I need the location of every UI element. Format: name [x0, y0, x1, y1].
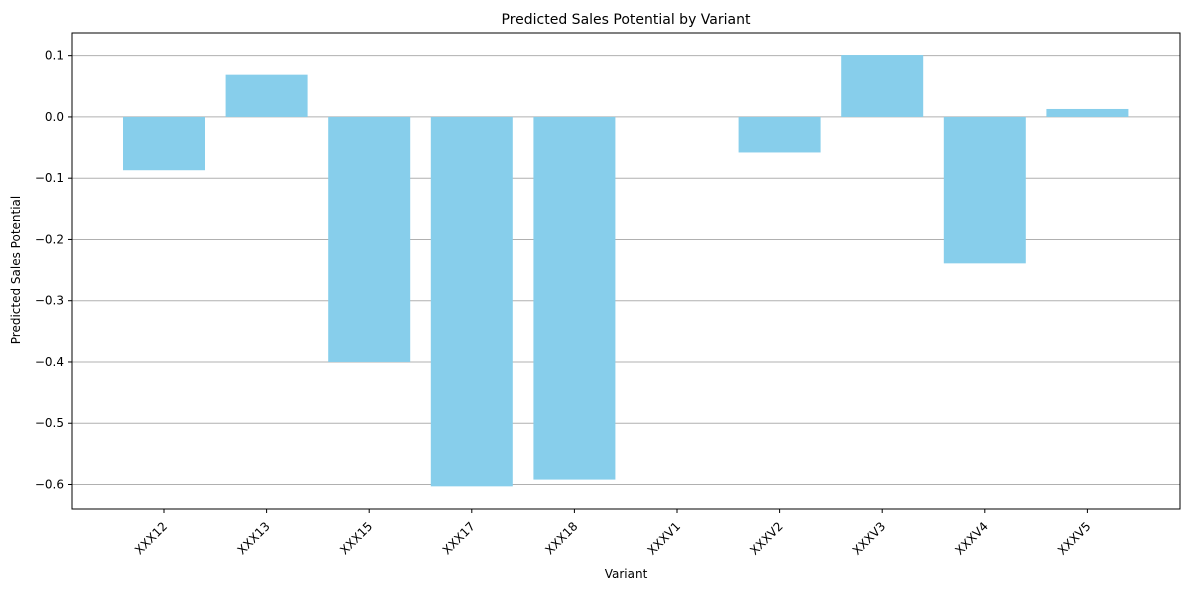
x-tick-label: XXX12	[132, 519, 170, 557]
plot-frame	[71, 32, 1181, 510]
x-axis-label: Variant	[605, 567, 648, 581]
bar-xxxv5	[1046, 108, 1129, 117]
bars	[123, 55, 1129, 487]
y-tick-label: −0.5	[35, 416, 64, 430]
bar-xxxv2	[738, 116, 821, 153]
bar-xxx17	[430, 116, 513, 487]
y-tick-label: −0.3	[35, 294, 64, 308]
chart-title: Predicted Sales Potential by Variant	[502, 12, 751, 28]
bar-xxx18	[533, 116, 616, 480]
x-tick-label: XXXV2	[747, 519, 786, 558]
x-tick-label: XXX15	[337, 519, 375, 557]
x-tick-label: XXXV4	[952, 519, 991, 558]
y-tick-label: −0.6	[35, 477, 64, 491]
x-axis-ticks: XXX12 XXX13 XXX15 XXX17 XXX18 XXXV1 XXXV2 XXXV3…	[132, 509, 1094, 558]
bar-xxx13	[225, 74, 308, 117]
x-tick-label: XXXV1	[645, 519, 684, 558]
x-tick-label: XXXV5	[1055, 519, 1094, 558]
y-tick-label: −0.1	[35, 171, 64, 185]
y-axis-label: Predicted Sales Potential	[9, 196, 23, 344]
bar-xxx15	[328, 116, 411, 362]
bar-xxx12	[123, 116, 205, 171]
y-tick-label: −0.2	[35, 232, 64, 246]
bar-xxxv4	[943, 116, 1026, 264]
x-tick-label: XXX18	[542, 519, 580, 557]
y-tick-label: 0.0	[45, 110, 64, 124]
y-tick-label: −0.4	[35, 355, 64, 369]
bar-xxxv3	[841, 55, 924, 117]
x-tick-label: XXXV3	[850, 519, 889, 558]
y-tick-label: 0.1	[45, 49, 64, 63]
y-axis-ticks: −0.6 −0.5 −0.4 −0.3 −0.2 −0.1 0.0 0.1	[35, 49, 72, 491]
x-tick-label: XXX17	[440, 519, 478, 557]
x-tick-label: XXX13	[235, 519, 273, 557]
